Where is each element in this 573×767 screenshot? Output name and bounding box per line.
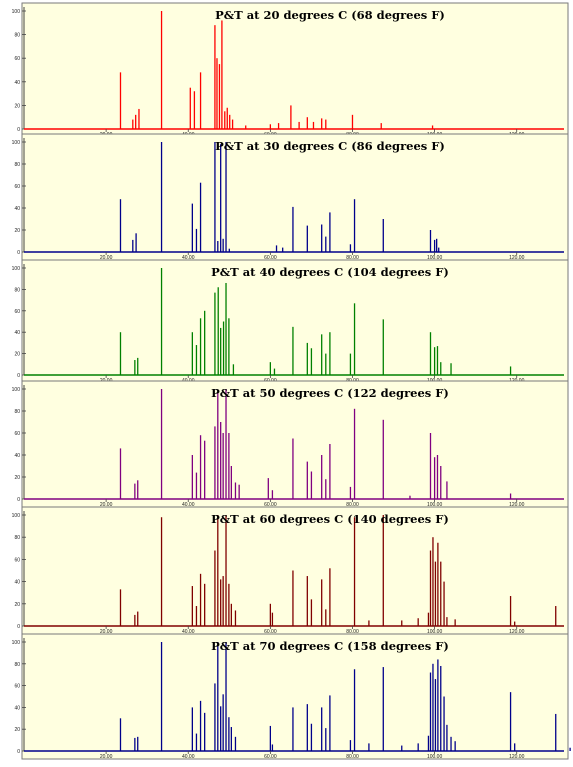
x-tick-label: 120.00: [509, 629, 525, 635]
panel-background: [21, 133, 569, 261]
x-tick-label: 100.00: [427, 754, 443, 760]
x-tick-label: 100.00: [427, 629, 443, 635]
y-tick-label: 20: [14, 352, 20, 358]
y-tick-label: 80: [14, 662, 20, 668]
y-tick-label: 100: [12, 140, 21, 146]
y-tick-label: 100: [12, 640, 21, 646]
y-tick-label: 20: [14, 727, 20, 733]
x-tick-label: 80.00: [346, 754, 359, 760]
x-tick-label: 120.00: [509, 502, 525, 508]
x-tick-label: 80.00: [346, 629, 359, 635]
x-tick-label: 100.00: [427, 502, 443, 508]
x-tick-label: 80.00: [346, 255, 359, 261]
x-tick-label: 60.00: [264, 754, 277, 760]
panel-6: 100 80 60 40 20 0 20.00 40.00 60.00 80.00 100.00 12…: [12, 633, 571, 760]
y-tick-label: 80: [14, 162, 20, 168]
y-tick-label: 0: [17, 497, 20, 503]
y-tick-label: 40: [14, 80, 20, 86]
panel-title: P&T at 40 degrees C (104 degrees F): [211, 265, 449, 279]
x-tick-label: 20.00: [100, 754, 113, 760]
x-tick-label: 40.00: [182, 255, 195, 261]
y-tick-label: 100: [12, 266, 21, 272]
panel-background: [21, 633, 569, 760]
y-tick-label: 100: [12, 387, 21, 393]
panel-title: P&T at 60 degrees C (140 degrees F): [211, 512, 449, 526]
y-tick-label: 40: [14, 206, 20, 212]
y-tick-label: 80: [14, 33, 20, 39]
panel-5: 100 80 60 40 20 0 20.00 40.00 60.00 80.00 100.00 12…: [12, 506, 569, 635]
x-tick-label: 20.00: [100, 502, 113, 508]
y-tick-label: 40: [14, 330, 20, 336]
y-tick-label: 20: [14, 602, 20, 608]
y-tick-label: 0: [17, 624, 20, 630]
panel-3: 10080604020020.0040.0060.0080.00100.0012…: [12, 259, 569, 384]
y-tick-label: 40: [14, 580, 20, 586]
y-tick-label: 0: [17, 250, 20, 256]
panel-2: 100 80 60 40 20 0 20.00 40.00 60.00 80.00 100.00 12…: [12, 133, 569, 261]
panel-title: P&T at 50 degrees C (122 degrees F): [211, 386, 449, 400]
y-tick-label: 0: [17, 127, 20, 133]
y-tick-label: 20: [14, 103, 20, 109]
y-tick-label: 80: [14, 287, 20, 293]
panel-title: P&T at 30 degrees C (86 degrees F): [215, 139, 445, 153]
panel-title: P&T at 70 degrees C (158 degrees F): [211, 639, 449, 653]
y-tick-label: 40: [14, 453, 20, 459]
panel-1: 10080604020020.0040.0060.0080.00100.0012…: [12, 2, 569, 138]
panel-background: [21, 2, 569, 135]
y-tick-label: 80: [14, 409, 20, 415]
y-tick-label: 60: [14, 309, 20, 315]
x-tick-label: 20.00: [100, 255, 113, 261]
x-tick-label: 60.00: [264, 502, 277, 508]
y-tick-label: 0: [17, 749, 20, 755]
y-tick-label: 40: [14, 705, 20, 711]
y-tick-label: 60: [14, 431, 20, 437]
x-tick-label: 60.00: [264, 255, 277, 261]
x-tick-label: 120.00: [509, 255, 525, 261]
y-tick-label: 0: [17, 373, 20, 379]
x-tick-label: 20.00: [100, 629, 113, 635]
panel-background: [21, 259, 569, 382]
panel-background: [21, 506, 569, 635]
x-tick-label: 40.00: [182, 502, 195, 508]
x-tick-label: 80.00: [346, 502, 359, 508]
y-tick-label: 60: [14, 557, 20, 563]
x-tick-label: 120.00: [509, 754, 525, 760]
y-tick-label: 80: [14, 535, 20, 541]
y-tick-label: 20: [14, 475, 20, 481]
x-tick-label: 100.00: [427, 255, 443, 261]
y-tick-label: 100: [12, 513, 21, 519]
y-tick-label: 60: [14, 184, 20, 190]
x-tick-label: 60.00: [264, 629, 277, 635]
y-tick-label: 20: [14, 228, 20, 234]
y-tick-label: 60: [14, 684, 20, 690]
x-tick-label: 40.00: [182, 629, 195, 635]
x-tick-label: 40.00: [182, 754, 195, 760]
panel-title: P&T at 20 degrees C (68 degrees F): [215, 8, 445, 22]
y-tick-label: 100: [12, 9, 21, 15]
panel-4: 100 80 60 40 20 0 20.00 40.00 60.00 80.00 100.00 12…: [12, 380, 569, 508]
y-tick-label: 60: [14, 56, 20, 62]
